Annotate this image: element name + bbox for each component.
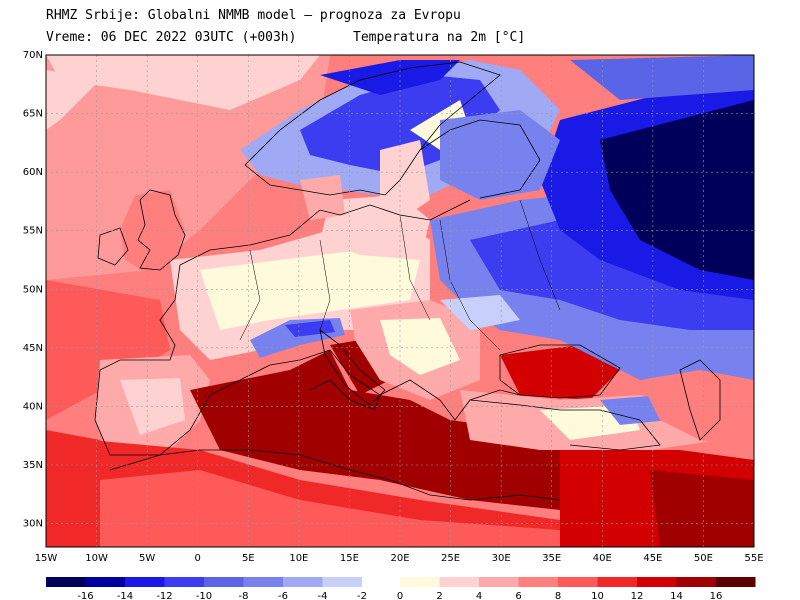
legend-label: 4 [476, 591, 482, 600]
legend-swatch [164, 577, 204, 587]
field-name: Temperatura na 2m [°C] [353, 30, 526, 45]
lat-tick-label: 55N [23, 226, 43, 237]
legend-label: -16 [77, 591, 93, 600]
legend-swatch [518, 577, 558, 587]
lon-tick-label: 35E [542, 553, 561, 564]
lat-lon-grid [46, 54, 754, 547]
legend-swatch [400, 577, 440, 587]
legend-swatch [204, 577, 244, 587]
lon-tick-label: 15E [340, 553, 359, 564]
lon-tick-label: 55E [744, 553, 763, 564]
forecast-time: Vreme: 06 DEC 2022 03UTC (+003h) [46, 30, 297, 45]
legend-swatch [125, 577, 165, 587]
lon-tick-label: 40E [593, 553, 612, 564]
legend-label: 10 [591, 591, 604, 600]
lon-tick-label: 15W [35, 553, 58, 564]
legend-label: 16 [710, 591, 723, 600]
legend-swatch [283, 577, 323, 587]
lon-tick-label: 25E [441, 553, 460, 564]
legend-label: -12 [156, 591, 172, 600]
lat-tick-label: 60N [23, 167, 43, 178]
legend-label: 6 [515, 591, 521, 600]
lon-tick-label: 45E [643, 553, 662, 564]
legend-swatch [439, 577, 479, 587]
lon-tick-label: 0 [195, 553, 201, 564]
legend-swatch [322, 577, 362, 587]
legend-label: -2 [357, 591, 367, 600]
legend-swatch [85, 577, 125, 587]
legend-label: -6 [278, 591, 288, 600]
legend-label: -8 [239, 591, 249, 600]
legend-swatch [558, 577, 598, 587]
legend-swatch [716, 577, 756, 587]
lon-tick-label: 10E [289, 553, 308, 564]
lat-tick-label: 65N [23, 109, 43, 120]
lat-tick-label: 30N [23, 519, 43, 530]
lon-tick-label: 30E [492, 553, 511, 564]
map-frame [45, 54, 755, 548]
lon-tick-label: 5E [242, 553, 255, 564]
lat-tick-label: 70N [23, 50, 43, 61]
legend-label: -4 [318, 591, 328, 600]
lat-tick-label: 45N [23, 343, 43, 354]
legend-label: 2 [436, 591, 442, 600]
legend-label: 0 [397, 591, 403, 600]
legend-swatch [243, 577, 283, 587]
legend-label: -14 [117, 591, 133, 600]
legend-swatch [479, 577, 519, 587]
legend-label: 8 [555, 591, 561, 600]
legend-label: -10 [196, 591, 212, 600]
legend-swatch [676, 577, 716, 587]
map-title: RHMZ Srbije: Globalni NMMB model — progn… [46, 8, 461, 23]
color-legend: -16 -14 -12 -10 -8 -6 -4 -2 0 2 4 6 8 10 12 14 16 [46, 577, 756, 600]
coastlines [94, 61, 721, 501]
lon-tick-label: 5W [139, 553, 155, 564]
axis-labels: 70N 65N 60N 55N 50N 45N 40N 35N 30N 15W 10W 5W 0 5E 10… [23, 50, 764, 564]
legend-swatch [637, 577, 677, 587]
lat-tick-label: 40N [23, 401, 43, 412]
lat-tick-label: 35N [23, 460, 43, 471]
legend-swatch [597, 577, 637, 587]
legend-swatch [46, 577, 86, 587]
legend-label: 12 [631, 591, 644, 600]
lon-tick-label: 10W [85, 553, 108, 564]
lon-tick-label: 20E [390, 553, 409, 564]
lon-tick-label: 50E [694, 553, 713, 564]
legend-label: 14 [670, 591, 683, 600]
lat-tick-label: 50N [23, 284, 43, 295]
